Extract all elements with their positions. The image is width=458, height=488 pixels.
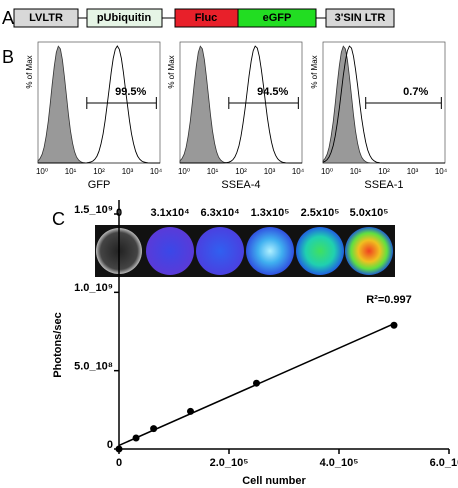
data-point [132, 434, 140, 442]
construct-box [13, 8, 79, 28]
y-axis-label: % of Max [25, 55, 34, 88]
well-label: 6.3x10⁴ [200, 207, 239, 219]
x-tick-label: 10⁴ [150, 167, 163, 176]
x-tick-label: 10⁰ [178, 167, 190, 176]
data-point [150, 425, 158, 433]
x-tick-label: 4.0_10⁵ [320, 457, 359, 469]
y-axis-label: Photons/sec [52, 312, 64, 377]
y-tick-label: 5.0_10⁸ [74, 361, 113, 373]
construct-label: Fluc [195, 12, 218, 24]
construct-label: LVLTR [29, 12, 63, 24]
annotation: R²=0.997 [366, 294, 412, 306]
panel-label: B [2, 47, 14, 67]
y-axis-label: % of Max [310, 55, 319, 88]
panel-label: A [2, 8, 14, 28]
x-tick-label: 10¹ [350, 167, 362, 176]
x-tick-label: 10² [378, 167, 390, 176]
well [146, 227, 194, 275]
chart: 0 5.0_10⁸ 1.0_10⁹ 1.5_10⁹ 0 2.0_10⁵ 4.0_10⁵ 6.0… [52, 200, 458, 487]
gate-percent: 0.7% [403, 86, 428, 98]
construct-label: eGFP [263, 12, 292, 24]
x-tick-label: 10³ [122, 167, 134, 176]
data-point [390, 321, 398, 329]
negative-histogram [179, 45, 302, 164]
flow-panels: 99.5% 10⁰ 10¹ 10² 10³ 10⁴ GFP % of Max 94.5% 10⁰ 1… [25, 41, 448, 191]
construct-box [325, 8, 395, 28]
well-label: 2.5x10⁵ [301, 207, 340, 219]
x-tick-label: 10¹ [65, 167, 77, 176]
x-tick-label: 10⁴ [292, 167, 305, 176]
data-point [253, 379, 260, 387]
construct-label: 3'SIN LTR [335, 12, 386, 24]
panel-label: C [52, 209, 65, 229]
gate-bracket [86, 97, 157, 109]
x-tick-label: 6.0_10⁵ [430, 457, 458, 469]
y-tick-label: 0 [107, 439, 113, 451]
data-point [187, 407, 194, 415]
x-tick-label: 10² [93, 167, 105, 176]
positive-histogram [38, 45, 160, 164]
y-tick-label: 1.5_10⁹ [74, 204, 113, 216]
x-tick-label: 10⁰ [321, 167, 333, 176]
data-point [115, 445, 123, 453]
x-tick-label: 10³ [407, 167, 419, 176]
negative-histogram [37, 45, 160, 164]
x-axis-label: Cell number [242, 475, 306, 487]
positive-histogram [322, 45, 445, 164]
x-tick-label: 10⁴ [435, 167, 448, 176]
well [296, 227, 344, 275]
construct-box [237, 8, 317, 28]
well-label: 3.1x10⁴ [150, 207, 189, 219]
positive-histogram [180, 45, 302, 164]
x-tick-label: 0 [116, 457, 122, 469]
x-tick-label: 2.0_10⁵ [210, 457, 249, 469]
x-tick-label: 10¹ [207, 167, 219, 176]
marker-label: GFP [88, 179, 111, 191]
x-tick-label: 10⁰ [36, 167, 48, 176]
construct-box [86, 8, 163, 28]
well [246, 227, 294, 275]
well-label: 1.3x10⁵ [251, 207, 290, 219]
gate-percent: 94.5% [257, 86, 288, 98]
y-tick-label: 1.0_10⁹ [74, 282, 113, 294]
well [196, 227, 244, 275]
gate-bracket [365, 97, 442, 109]
x-tick-label: 10³ [264, 167, 276, 176]
y-axis-label: % of Max [167, 55, 176, 88]
well-label: 5.0x10⁵ [350, 207, 389, 219]
marker-label: SSEA-1 [364, 179, 403, 191]
gate-bracket [228, 97, 299, 109]
well [345, 227, 393, 275]
construct-label: pUbiquitin [97, 12, 152, 24]
gate-percent: 99.5% [115, 86, 146, 98]
x-tick-label: 10² [235, 167, 247, 176]
marker-label: SSEA-4 [221, 179, 260, 191]
negative-histogram [322, 45, 445, 164]
